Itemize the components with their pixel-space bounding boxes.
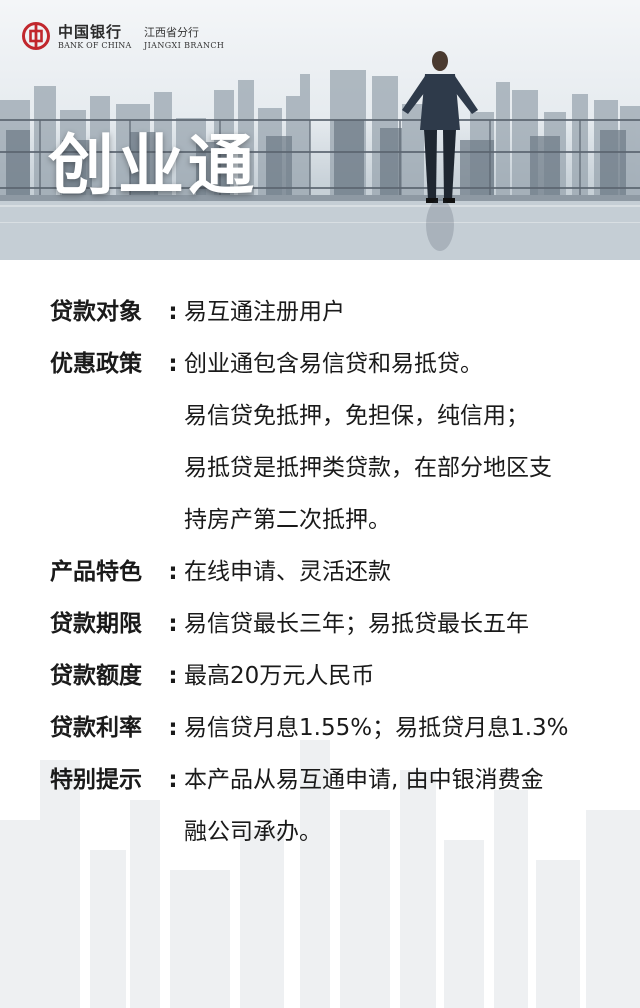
info-label: 特别提示 — [50, 767, 142, 793]
info-value-continued: 融公司承办。 — [184, 819, 322, 845]
info-colon: : — [168, 663, 178, 689]
page-title: 创业通 — [48, 127, 258, 204]
info-row-target: 贷款对象 : 易互通注册用户 — [50, 286, 610, 338]
info-value: 易信贷月息1.55%；易抵贷月息1.3% — [184, 715, 569, 741]
info-value-continued: 易抵贷是抵押类贷款，在部分地区支 — [184, 455, 552, 481]
info-value: 最高20万元人民币 — [184, 663, 375, 689]
bank-name-en: BANK OF CHINA — [58, 41, 132, 50]
info-value-continued: 持房产第二次抵押。 — [184, 507, 391, 533]
loan-info-list: 贷款对象 : 易互通注册用户 优惠政策 : 创业通包含易信贷和易抵贷。 易信贷免… — [0, 286, 640, 858]
branch-name-en: JIANGXI BRANCH — [144, 41, 225, 50]
info-label: 贷款额度 — [50, 663, 142, 689]
hero-banner: 中国银行 江西省分行 BANK OF CHINA JIANGXI BRANCH … — [0, 0, 640, 260]
businessman-figure — [402, 51, 478, 251]
info-row-policy: 优惠政策 : 创业通包含易信贷和易抵贷。 — [50, 338, 610, 390]
info-value: 易互通注册用户 — [184, 299, 345, 325]
info-value-continued: 易信贷免抵押，免担保，纯信用； — [184, 403, 529, 429]
info-row-rate: 贷款利率 : 易信贷月息1.55%；易抵贷月息1.3% — [50, 702, 610, 754]
info-colon: : — [168, 299, 178, 325]
info-label: 贷款利率 — [50, 715, 142, 741]
info-value: 在线申请、灵活还款 — [184, 559, 391, 585]
info-colon: : — [168, 715, 178, 741]
info-label: 优惠政策 — [50, 351, 142, 377]
branch-name-cn: 江西省分行 — [144, 26, 199, 39]
info-label: 贷款对象 — [50, 299, 142, 325]
info-row-limit: 贷款额度 : 最高20万元人民币 — [50, 650, 610, 702]
info-row-notice: 特别提示 : 本产品从易互通申请, 由中银消费金 — [50, 754, 610, 806]
info-value: 创业通包含易信贷和易抵贷。 — [184, 351, 483, 377]
info-value: 本产品从易互通申请, 由中银消费金 — [184, 767, 544, 793]
info-row-term: 贷款期限 : 易信贷最长三年；易抵贷最长五年 — [50, 598, 610, 650]
info-row-features: 产品特色 : 在线申请、灵活还款 — [50, 546, 610, 598]
info-colon: : — [168, 611, 178, 637]
info-value: 易信贷最长三年；易抵贷最长五年 — [184, 611, 529, 637]
info-label: 产品特色 — [50, 559, 142, 585]
info-label: 贷款期限 — [50, 611, 142, 637]
background-skyline-decoration — [0, 740, 640, 1008]
city-skyline-photo — [0, 51, 640, 260]
info-colon: : — [168, 559, 178, 585]
info-colon: : — [168, 351, 178, 377]
bank-name-cn: 中国银行 — [58, 23, 123, 41]
info-colon: : — [168, 767, 178, 793]
bank-of-china-emblem-icon — [22, 22, 50, 50]
bank-logo: 中国银行 江西省分行 BANK OF CHINA JIANGXI BRANCH — [20, 20, 230, 54]
